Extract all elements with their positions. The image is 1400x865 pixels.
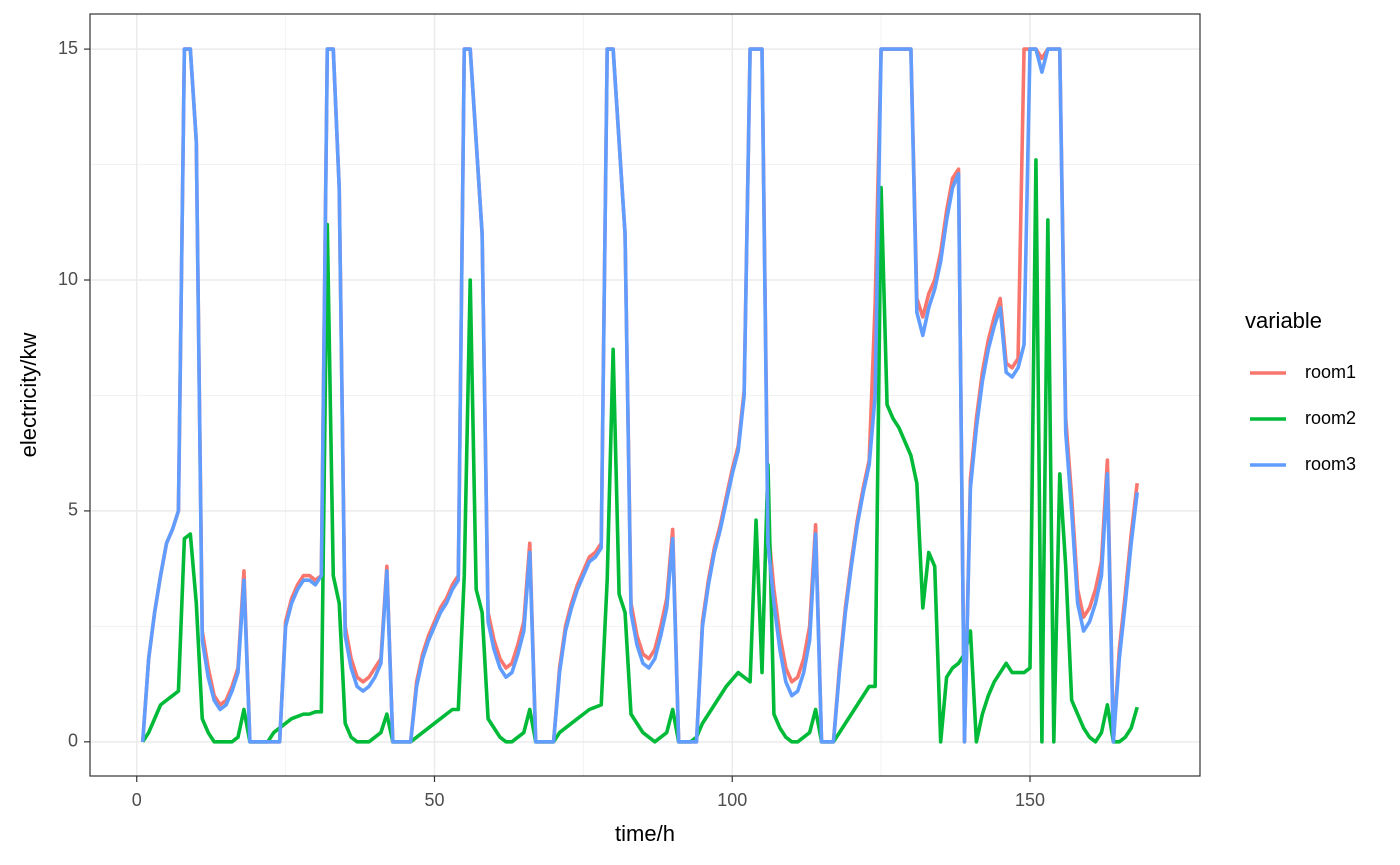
y-tick-label: 10 (58, 269, 78, 289)
series-line (141, 158, 1139, 744)
plot-border (89, 13, 1201, 777)
x-tick-label: 0 (132, 790, 142, 810)
legend-label: room2 (1305, 408, 1356, 428)
x-tick-label: 50 (424, 790, 444, 810)
y-tick-label: 5 (68, 500, 78, 520)
y-tick-label: 0 (68, 731, 78, 751)
legend-label: room3 (1305, 454, 1356, 474)
x-tick-label: 100 (717, 790, 747, 810)
legend-label: room1 (1305, 362, 1356, 382)
series-line (140, 47, 1139, 744)
y-axis-title: electricity/kw (16, 333, 41, 458)
legend-title: variable (1245, 308, 1322, 333)
x-axis-title: time/h (615, 821, 675, 846)
y-tick-label: 15 (58, 38, 78, 58)
x-tick-label: 150 (1015, 790, 1045, 810)
